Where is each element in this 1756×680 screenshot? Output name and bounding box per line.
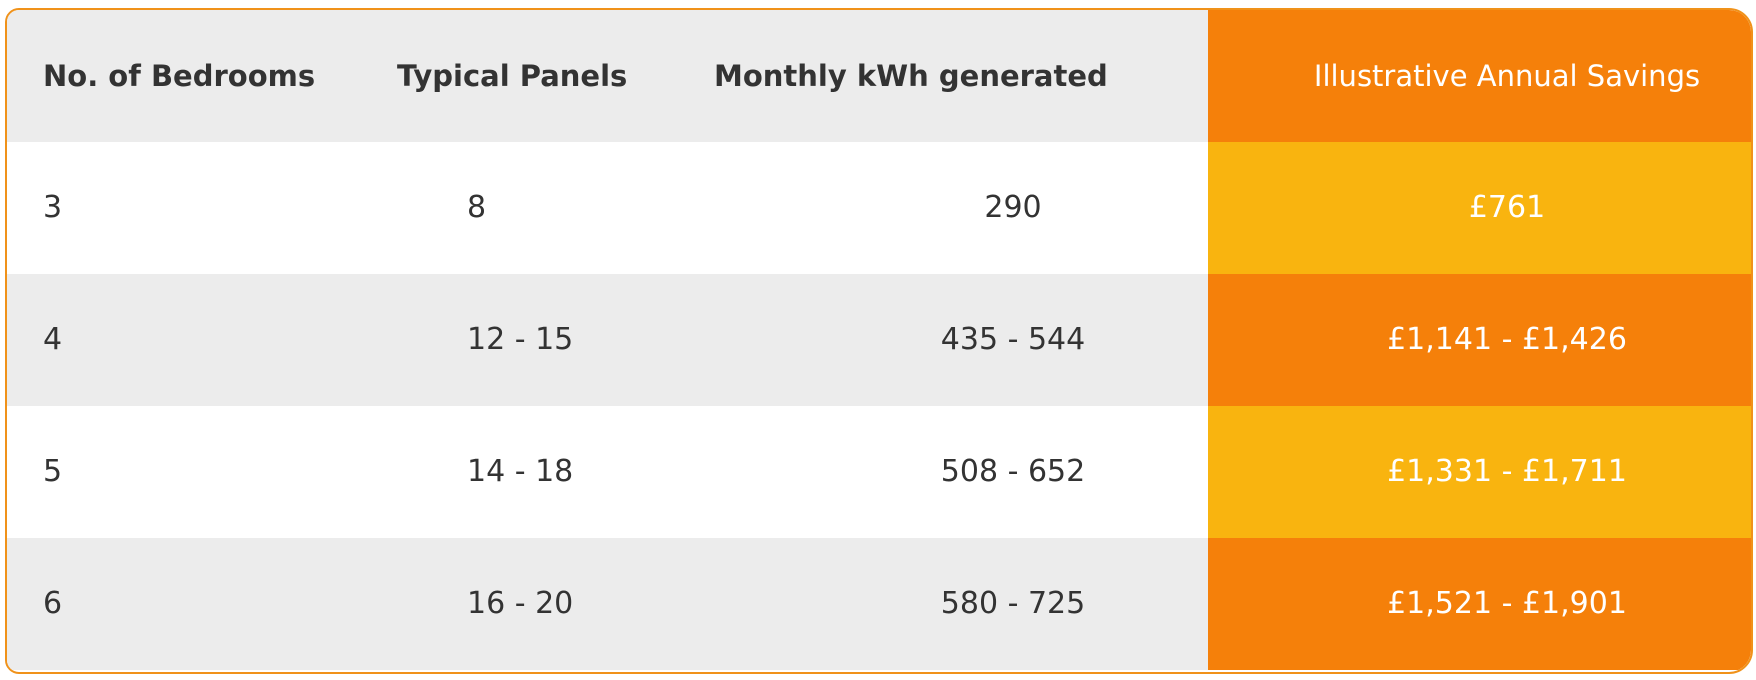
table-cell: 5 xyxy=(43,454,63,489)
header-highlight xyxy=(1208,10,1751,142)
savings-highlight xyxy=(1208,142,1751,274)
table-row: 5 14 - 18 508 - 652 £1,331 - £1,711 xyxy=(7,406,1751,538)
header-cell: No. of Bedrooms xyxy=(43,59,316,93)
table-cell: 16 - 20 xyxy=(467,586,574,621)
savings-highlight xyxy=(1208,274,1751,406)
table-cell: 435 - 544 xyxy=(940,322,1086,357)
savings-highlight xyxy=(1208,406,1751,538)
header-cell: Illustrative Annual Savings xyxy=(1313,59,1701,93)
table-cell: £1,141 - £1,426 xyxy=(1387,322,1627,357)
header-row: No. of Bedrooms Typical Panels Monthly kWh… xyxy=(7,10,1751,142)
table-cell: 14 - 18 xyxy=(467,454,574,489)
table-cell: 508 - 652 xyxy=(940,454,1086,489)
table-row: 4 12 - 15 435 - 544 £1,141 - £1,426 xyxy=(7,274,1751,406)
savings-table: No. of Bedrooms Typical Panels Monthly kWh… xyxy=(5,8,1753,674)
table-cell: 290 xyxy=(984,190,1042,225)
table-row: 3 8 290 £761 xyxy=(7,142,1751,274)
header-cell: Monthly kWh generated xyxy=(714,59,1108,93)
table-cell: 6 xyxy=(43,586,63,621)
header-cell: Typical Panels xyxy=(397,59,628,93)
savings-highlight xyxy=(1208,538,1751,670)
table-cell: 3 xyxy=(43,190,63,225)
table-cell: 4 xyxy=(43,322,63,357)
table-row: 6 16 - 20 580 - 725 £1,521 - £1,901 xyxy=(7,538,1751,670)
table-cell: £761 xyxy=(1468,190,1546,225)
table-cell: 580 - 725 xyxy=(940,586,1086,621)
table-cell: 8 xyxy=(467,190,487,225)
table-cell: 12 - 15 xyxy=(467,322,574,357)
table-cell: £1,521 - £1,901 xyxy=(1387,586,1627,621)
table-cell: £1,331 - £1,711 xyxy=(1387,454,1627,489)
